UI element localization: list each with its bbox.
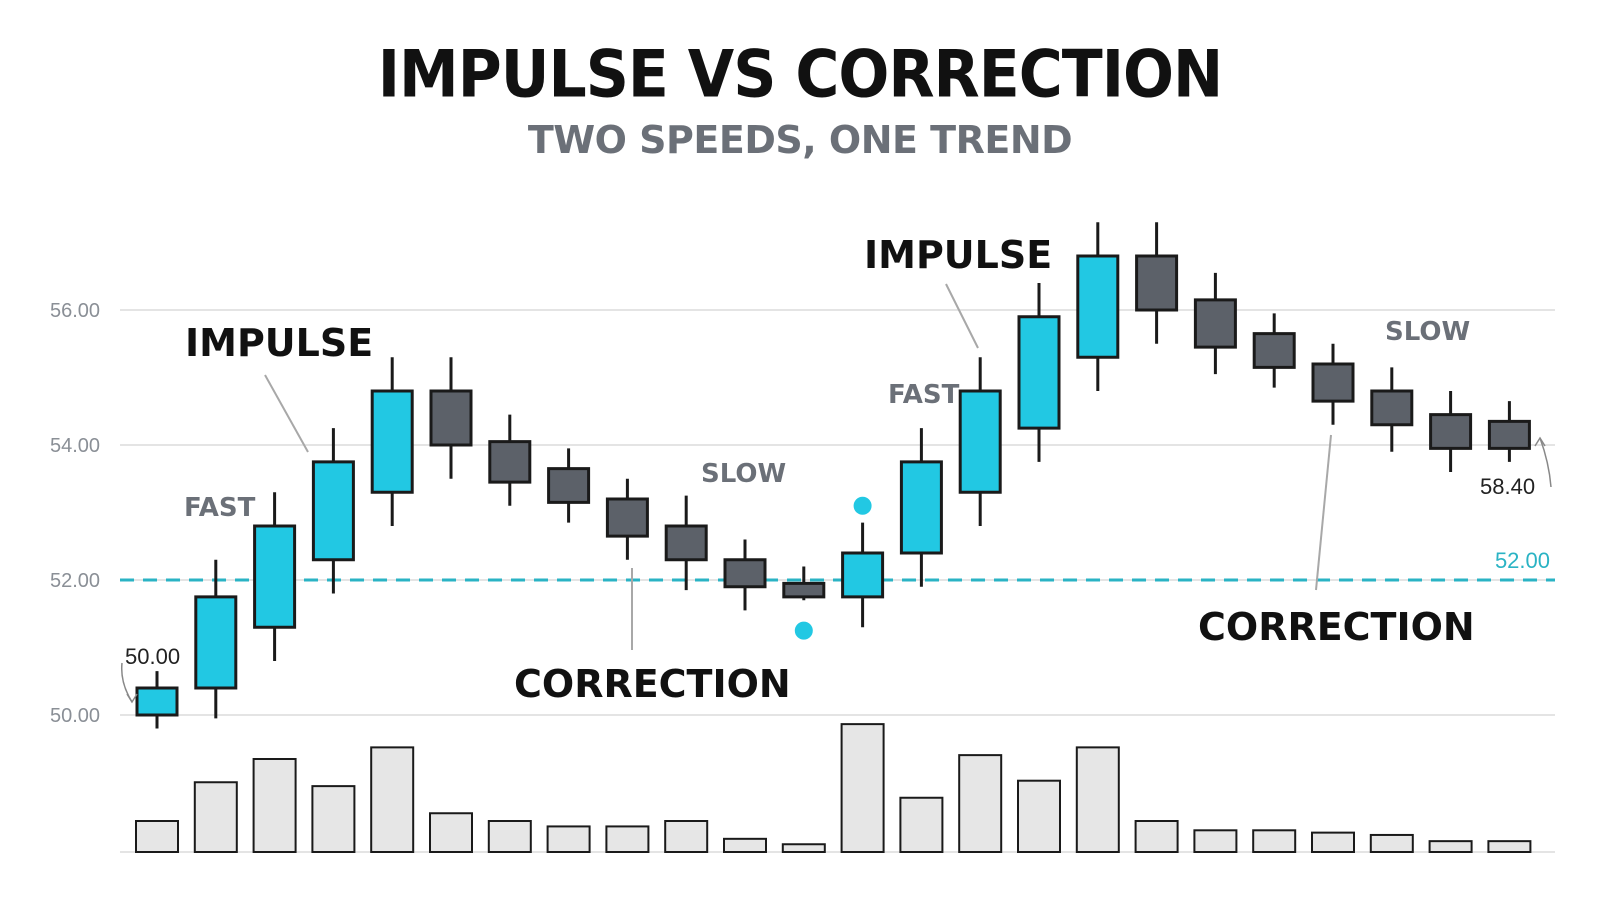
pointer-line	[945, 283, 979, 349]
annotation-impulse: IMPULSE	[185, 321, 373, 365]
candle-body	[370, 389, 414, 494]
candle-body	[605, 497, 649, 538]
candle-body	[547, 467, 591, 504]
volume-bar	[1075, 746, 1120, 853]
volume-bar	[723, 837, 767, 854]
volume-bar	[605, 825, 650, 853]
candle-body	[899, 460, 943, 555]
candle-body	[194, 595, 238, 690]
candle-body	[841, 551, 885, 599]
volume-bar	[1311, 831, 1355, 853]
volume-layer	[135, 723, 1532, 854]
annotation-fast: FAST	[888, 380, 960, 410]
marker-dot	[794, 621, 813, 640]
pointer-layer	[120, 283, 1552, 704]
y-tick-label: 54.00	[50, 435, 100, 457]
volume-bar	[840, 723, 885, 853]
candle-body	[664, 524, 708, 562]
y-tick-label: 52.00	[50, 570, 100, 592]
annotation-slow: SLOW	[701, 459, 786, 489]
reference-line-layer: 52.00	[120, 548, 1555, 582]
volume-bar	[135, 820, 179, 853]
price-label: 58.40	[1480, 474, 1535, 499]
volume-bar	[1369, 833, 1414, 854]
candle-body	[958, 389, 1002, 494]
pointer-line	[264, 374, 309, 453]
volume-bar	[1134, 820, 1179, 853]
candle-body	[1311, 362, 1355, 403]
candle-body	[1429, 413, 1473, 450]
price-label-arrowhead	[1534, 436, 1546, 447]
volume-bar	[1193, 829, 1238, 853]
candle-body	[1017, 315, 1061, 430]
volume-bar	[546, 825, 591, 853]
volume-bar	[193, 781, 238, 853]
annotation-correction: CORRECTION	[1198, 605, 1475, 649]
price-label-arrowhead	[126, 693, 138, 704]
candle-body	[1370, 389, 1414, 427]
chart-title: IMPULSE VS CORRECTION	[377, 37, 1224, 113]
volume-bar	[1017, 779, 1061, 854]
volume-bar	[958, 754, 1003, 853]
y-tick-label: 50.00	[50, 705, 100, 727]
candle-body	[723, 558, 767, 589]
volume-bar	[487, 820, 532, 853]
candle-body	[1193, 298, 1237, 349]
candle-body	[1135, 254, 1179, 312]
annotation-fast: FAST	[184, 493, 256, 523]
volume-bar	[1428, 840, 1473, 854]
candle-body	[135, 686, 179, 717]
chart-subtitle: TWO SPEEDS, ONE TREND	[527, 118, 1073, 162]
volume-bar	[781, 843, 826, 853]
marker-dot	[853, 496, 872, 515]
annotation-layer: IMPULSE FAST SLOW CORRECTION IMPULSE FAST SLOW…	[125, 233, 1535, 706]
candle-layer	[135, 222, 1531, 729]
candle-body	[1076, 254, 1120, 359]
candle-body	[1487, 419, 1531, 450]
reference-line-label: 52.00	[1495, 548, 1550, 573]
volume-bar	[370, 746, 415, 853]
price-label: 50.00	[125, 644, 180, 669]
candle-body	[1252, 332, 1296, 369]
annotation-correction: CORRECTION	[514, 662, 791, 706]
y-tick-label: 56.00	[50, 300, 100, 322]
volume-bar	[899, 796, 944, 853]
candle-body	[311, 460, 355, 562]
volume-bar	[429, 812, 473, 853]
candle-body	[253, 524, 297, 629]
candle-body	[429, 389, 473, 447]
volume-bar	[1487, 840, 1532, 854]
annotation-impulse: IMPULSE	[864, 233, 1052, 277]
annotation-slow: SLOW	[1385, 317, 1470, 347]
price-label-arrow	[1539, 437, 1552, 488]
candle-body	[488, 440, 532, 484]
volume-bar	[664, 820, 709, 853]
pointer-line	[1315, 434, 1332, 591]
volume-bar	[252, 758, 297, 853]
candle-body	[782, 581, 826, 599]
volume-bar	[311, 785, 356, 853]
volume-bar	[1252, 829, 1297, 853]
